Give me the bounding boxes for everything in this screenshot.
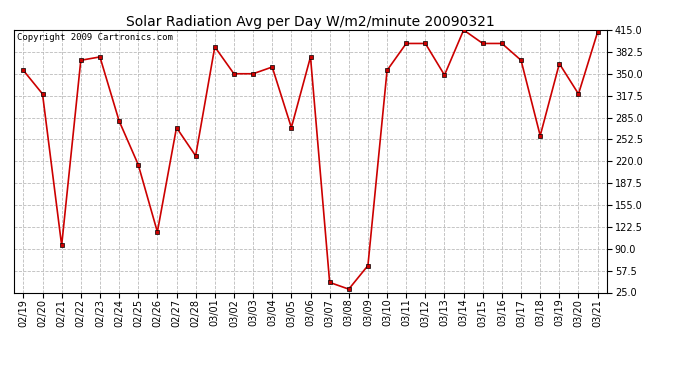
Text: Copyright 2009 Cartronics.com: Copyright 2009 Cartronics.com	[17, 33, 172, 42]
Title: Solar Radiation Avg per Day W/m2/minute 20090321: Solar Radiation Avg per Day W/m2/minute …	[126, 15, 495, 29]
